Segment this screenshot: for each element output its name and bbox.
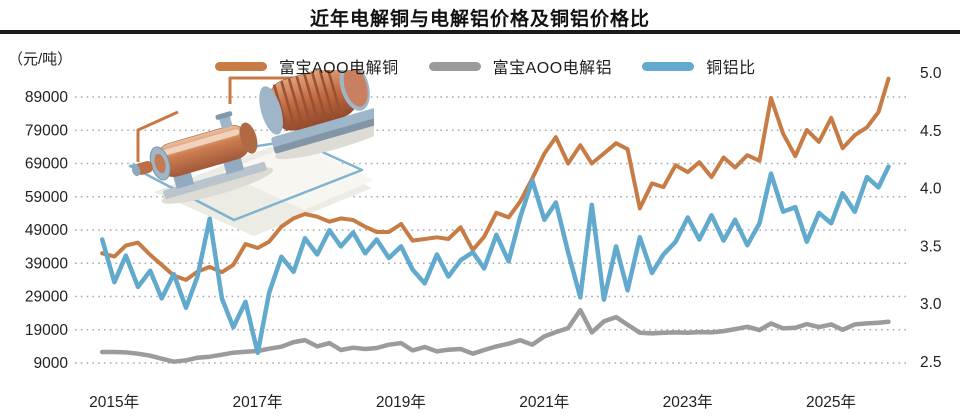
ratio-axis-label-3.5: 3.5 [920,238,942,255]
cooling-fins [272,70,343,132]
series-line-aluminum [99,307,891,364]
x-axis-label-2023: 2023年 [663,393,713,411]
legend-item-ratio: 铜铝比 [642,54,756,78]
legend-label-aluminum: 富宝AOO电解铝 [492,60,613,77]
page-title: 近年电解铜与电解铝价格及铜铝价格比 [309,9,650,30]
legend-item-aluminum: 富宝AOO电解铝 [428,54,613,78]
price-axis-label-39000: 39000 [25,255,68,272]
price-axis-label-19000: 19000 [25,322,68,339]
copper-line-swatch [215,61,267,71]
platform-slab-2 [222,142,374,210]
y-axis-unit-label: （元/吨） [8,51,73,68]
price-axis-label-49000: 49000 [25,222,68,239]
title-divider-rule [0,30,960,34]
x-axis-label-2015: 2015年 [89,393,139,411]
legend-label-ratio: 铜铝比 [706,60,756,77]
legend-item-copper: 富宝AOO电解铜 [215,54,399,78]
ratio-line-swatch [642,61,695,71]
ratio-axis-label-4.0: 4.0 [920,181,942,198]
left-electrolysis-cell [131,111,274,204]
aluminum-line-swatch [428,61,481,71]
x-axis-label-2021: 2021年 [519,393,569,411]
ratio-axis-label-5.0: 5.0 [920,65,942,82]
ratio-axis-label-4.5: 4.5 [920,123,942,140]
price-axis-label-89000: 89000 [25,89,68,106]
electrolysis-machines-illustration [128,70,374,236]
legend-label-copper: 富宝AOO电解铜 [279,60,399,77]
series-line-ratio [99,164,891,356]
right-electrolysis-cell [259,70,374,160]
price-axis-label-79000: 79000 [25,122,68,139]
price-axis-label-59000: 59000 [25,189,68,206]
x-axis-label-2019: 2019年 [376,393,426,411]
copper-pipe-left [136,110,179,162]
x-axis-label-2025: 2025年 [806,393,856,411]
price-axis-label-69000: 69000 [25,156,68,173]
chart-legend: 富宝AOO电解铜 富宝AOO电解铝 铜铝比 [215,54,756,78]
ratio-axis-label-2.5: 2.5 [920,354,942,371]
series-line-copper [100,76,891,282]
x-axis-label-2017: 2017年 [233,393,283,411]
ratio-axis-label-3.0: 3.0 [920,296,942,313]
price-axis-label-9000: 9000 [34,355,69,372]
price-axis-label-29000: 29000 [25,289,68,306]
